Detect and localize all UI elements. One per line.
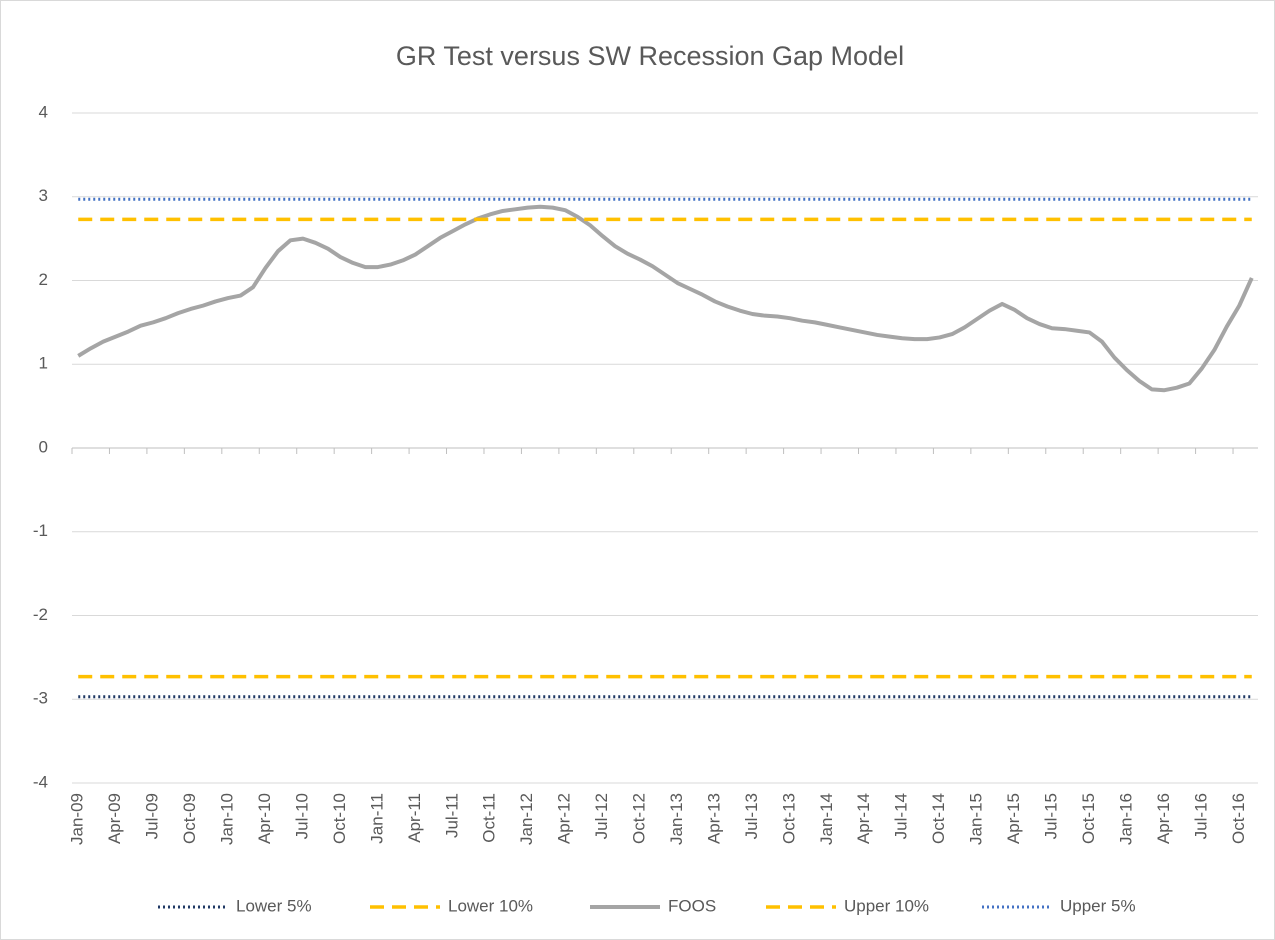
x-tick-label: Jul-13 — [742, 793, 761, 839]
x-tick-label: Apr-11 — [405, 793, 424, 843]
y-tick-label: -2 — [33, 605, 48, 624]
x-tick-label: Jul-10 — [292, 793, 311, 839]
x-tick-label: Jul-16 — [1191, 793, 1210, 839]
y-tick-label: -1 — [33, 521, 48, 540]
x-tick-label: Jul-09 — [143, 793, 162, 839]
x-tick-label: Jan-16 — [1116, 793, 1135, 845]
x-tick-label: Jan-14 — [817, 793, 836, 845]
legend-label: Upper 5% — [1060, 896, 1136, 915]
x-tick-label: Apr-10 — [255, 793, 274, 844]
x-tick-label: Oct-16 — [1229, 793, 1248, 844]
x-tick-label: Apr-13 — [704, 793, 723, 844]
y-tick-label: 2 — [39, 270, 48, 289]
y-tick-label: 4 — [39, 102, 48, 121]
legend-label: FOOS — [668, 896, 716, 915]
x-tick-label: Oct-14 — [929, 793, 948, 844]
data-line — [77, 204, 1254, 393]
x-tick-label: Apr-14 — [854, 793, 873, 844]
x-tick-label: Oct-12 — [630, 793, 649, 844]
x-tick-label: Oct-15 — [1079, 793, 1098, 844]
x-tick-label: Apr-15 — [1004, 793, 1023, 844]
x-tick-label: Jul-14 — [892, 793, 911, 839]
x-tick-label: Jan-10 — [218, 793, 237, 845]
legend-label: Lower 5% — [236, 896, 312, 915]
legend-label: Lower 10% — [448, 896, 533, 915]
y-tick-label: -3 — [33, 689, 48, 708]
x-tick-label: Apr-12 — [555, 793, 574, 844]
y-tick-label: 1 — [39, 354, 48, 373]
y-tick-label: -4 — [33, 772, 48, 791]
x-tick-label: Jul-15 — [1041, 793, 1060, 839]
x-tick-label: Jan-12 — [517, 793, 536, 845]
y-tick-label: 3 — [39, 186, 48, 205]
y-tick-label: 0 — [39, 437, 48, 456]
x-tick-label: Jul-12 — [592, 793, 611, 839]
chart-title: GR Test versus SW Recession Gap Model — [396, 41, 904, 71]
x-tick-label: Oct-11 — [480, 793, 499, 843]
x-tick-label: Oct-13 — [779, 793, 798, 844]
x-tick-label: Jan-13 — [667, 793, 686, 845]
x-tick-label: Jan-09 — [68, 793, 87, 845]
x-tick-label: Jul-11 — [442, 793, 461, 838]
x-tick-label: Apr-09 — [105, 793, 124, 844]
x-tick-label: Jan-15 — [967, 793, 986, 845]
x-tick-label: Oct-09 — [180, 793, 199, 844]
x-tick-label: Jan-11 — [367, 793, 386, 844]
x-tick-label: Oct-10 — [330, 793, 349, 844]
x-tick-label: Apr-16 — [1154, 793, 1173, 844]
legend-label: Upper 10% — [844, 896, 929, 915]
